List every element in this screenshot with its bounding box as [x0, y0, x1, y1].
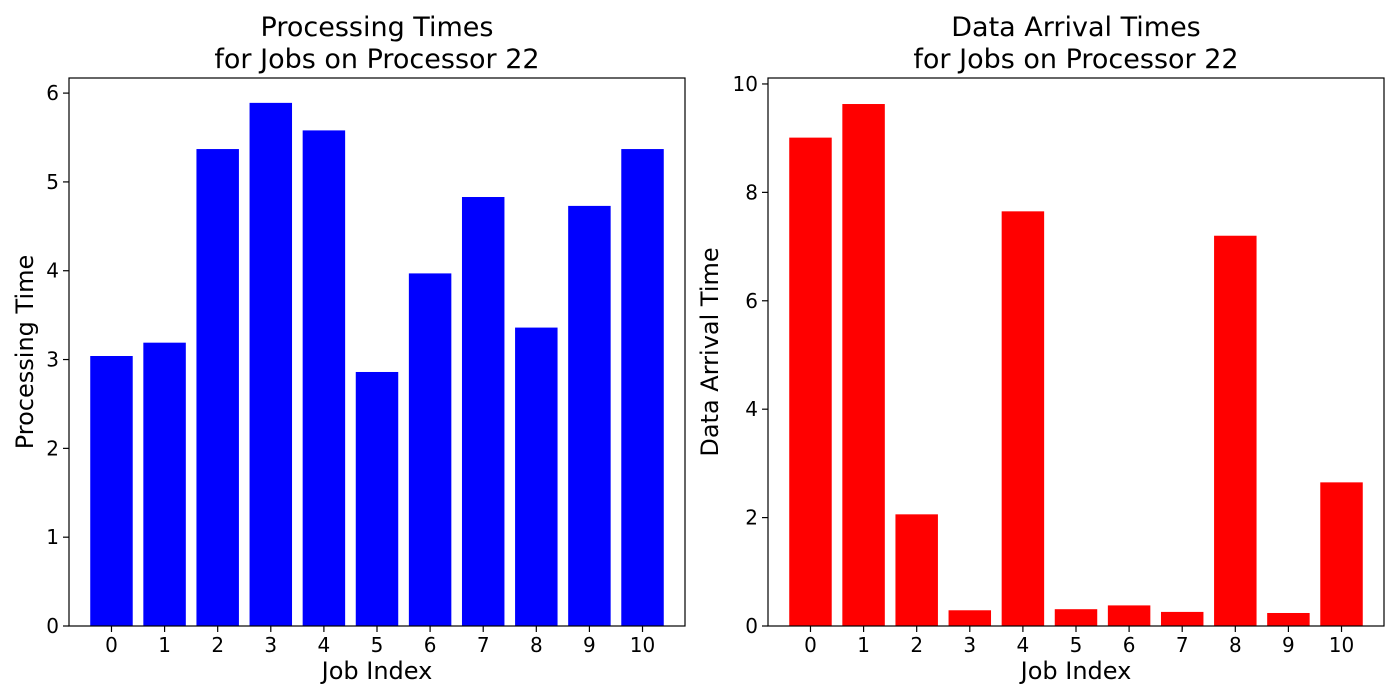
x-tick-label: 9	[1282, 633, 1295, 657]
x-tick-label: 6	[1123, 633, 1136, 657]
y-tick-label: 8	[745, 180, 758, 204]
y-tick-label: 3	[46, 348, 59, 372]
x-tick-label: 4	[1017, 633, 1030, 657]
bar-job-3	[948, 610, 992, 626]
x-tick-label: 8	[1229, 633, 1242, 657]
bar-job-9	[1267, 612, 1310, 626]
bar-job-2	[895, 514, 938, 626]
x-tick-label: 6	[424, 633, 437, 657]
bar-job-7	[461, 197, 505, 626]
chart-title-line-1: Processing Times	[261, 12, 494, 43]
bar-job-0	[90, 356, 133, 626]
plot-frame	[68, 77, 686, 627]
bar-job-1	[842, 104, 885, 626]
x-tick-label: 7	[477, 633, 490, 657]
x-tick-label: 10	[1329, 633, 1354, 657]
plot-frame	[767, 77, 1385, 627]
x-tick-label: 1	[857, 633, 870, 657]
x-ticks-group: 0 1 2 3 4 5 6 7 8 9 10	[105, 626, 655, 657]
y-tick-label: 10	[733, 72, 758, 96]
bar-job-8	[515, 327, 558, 626]
y-tick-label: 6	[46, 81, 59, 105]
bar-job-6	[1107, 605, 1151, 626]
y-tick-label: 0	[745, 614, 758, 638]
bar-job-3	[249, 102, 293, 627]
x-tick-label: 10	[630, 633, 655, 657]
bar-job-5	[355, 371, 399, 626]
x-tick-label: 3	[963, 633, 976, 657]
x-tick-label: 2	[211, 633, 224, 657]
y-tick-label: 4	[745, 397, 758, 421]
x-tick-label: 5	[371, 633, 384, 657]
x-tick-label: 5	[1070, 633, 1083, 657]
processing-times-chart: Processing Times for Jobs on Processor 2…	[11, 12, 686, 685]
x-axis-label: Job Index	[1019, 657, 1132, 685]
x-tick-label: 7	[1176, 633, 1189, 657]
y-axis-label: Data Arrival Time	[696, 247, 724, 456]
bar-job-9	[568, 205, 611, 626]
bar-job-0	[789, 137, 832, 626]
x-tick-label: 2	[910, 633, 923, 657]
bar-job-10	[1320, 482, 1363, 626]
bar-job-4	[302, 130, 346, 626]
y-tick-label: 1	[46, 525, 59, 549]
x-tick-label: 8	[530, 633, 543, 657]
bars-group	[90, 102, 664, 627]
bar-job-7	[1160, 611, 1204, 626]
bar-job-10	[621, 149, 664, 627]
x-tick-label: 1	[158, 633, 171, 657]
chart-title-line-2: for Jobs on Processor 22	[913, 44, 1238, 75]
x-ticks-group: 0 1 2 3 4 5 6 7 8 9 10	[804, 626, 1354, 657]
y-tick-label: 0	[46, 614, 59, 638]
x-tick-label: 0	[804, 633, 817, 657]
data-arrival-times-chart: Data Arrival Times for Jobs on Processor…	[696, 12, 1385, 685]
bar-job-4	[1001, 211, 1045, 626]
x-axis-label: Job Index	[320, 657, 433, 685]
y-ticks-group: 0 1 2 3 4 5 6	[46, 81, 69, 638]
y-tick-label: 5	[46, 170, 59, 194]
bars-group	[789, 104, 1363, 627]
y-tick-label: 2	[46, 436, 59, 460]
y-tick-label: 4	[46, 259, 59, 283]
chart-title-line-2: for Jobs on Processor 22	[214, 44, 539, 75]
bar-job-8	[1214, 235, 1257, 627]
y-tick-label: 2	[745, 506, 758, 530]
y-tick-label: 6	[745, 289, 758, 313]
bar-job-2	[196, 149, 239, 627]
x-tick-label: 9	[583, 633, 596, 657]
x-tick-label: 4	[318, 633, 331, 657]
y-ticks-group: 0 2 4 6 8 10	[733, 72, 768, 638]
x-tick-label: 3	[264, 633, 277, 657]
x-tick-label: 0	[105, 633, 118, 657]
bar-job-1	[143, 342, 186, 626]
chart-title-line-1: Data Arrival Times	[951, 12, 1201, 43]
y-axis-label: Processing Time	[11, 255, 39, 450]
bar-job-5	[1054, 609, 1098, 626]
bar-job-6	[408, 273, 452, 626]
